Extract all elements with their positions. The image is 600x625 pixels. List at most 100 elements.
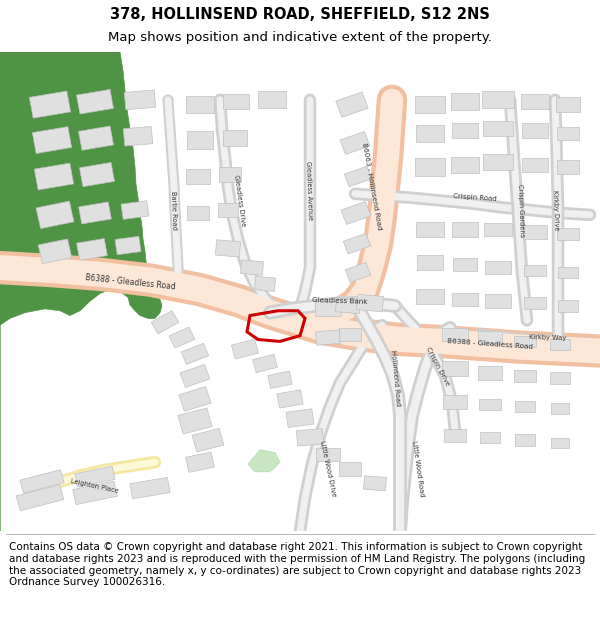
Text: Crispin Drive: Crispin Drive <box>425 346 451 387</box>
Bar <box>524 298 546 309</box>
Bar <box>451 158 479 172</box>
Bar <box>416 125 444 142</box>
Bar <box>550 372 570 384</box>
Bar <box>556 97 580 112</box>
Text: 378, HOLLINSEND ROAD, SHEFFIELD, S12 2NS: 378, HOLLINSEND ROAD, SHEFFIELD, S12 2NS <box>110 6 490 21</box>
Bar <box>115 236 141 255</box>
Bar <box>34 163 74 190</box>
Bar <box>339 328 361 341</box>
Bar <box>121 201 149 219</box>
Bar <box>36 201 74 229</box>
Bar <box>442 328 468 341</box>
Bar <box>514 336 536 347</box>
Bar <box>415 96 445 113</box>
Bar <box>254 276 275 291</box>
Text: Gleadless Bank: Gleadless Bank <box>312 297 368 305</box>
Polygon shape <box>248 450 280 472</box>
Text: Gleadless Drive: Gleadless Drive <box>233 174 247 227</box>
Text: B6388 - Gleadless Road: B6388 - Gleadless Road <box>85 272 176 291</box>
Bar <box>29 91 71 118</box>
Bar <box>356 294 383 312</box>
Bar <box>73 481 117 504</box>
Bar <box>215 240 241 257</box>
Bar <box>482 91 514 109</box>
Bar <box>232 339 259 359</box>
Text: Bartie Road: Bartie Road <box>170 191 178 229</box>
Bar <box>515 434 535 446</box>
Bar <box>480 431 500 443</box>
Bar <box>124 90 156 109</box>
Text: Kirkby Drive: Kirkby Drive <box>552 189 560 231</box>
Bar <box>241 260 263 275</box>
Text: Little Wood Road: Little Wood Road <box>411 441 425 498</box>
Bar <box>524 265 546 276</box>
Bar <box>277 390 303 408</box>
Bar <box>75 466 115 487</box>
Bar <box>253 354 277 372</box>
Bar <box>223 131 247 146</box>
Bar <box>187 206 209 219</box>
Bar <box>484 222 512 236</box>
Bar <box>479 399 501 411</box>
Bar <box>364 476 386 491</box>
Bar <box>558 300 578 312</box>
Bar <box>186 96 214 113</box>
Bar <box>169 327 195 348</box>
Text: Leighton Place: Leighton Place <box>70 478 119 494</box>
Bar <box>483 121 513 136</box>
Text: Little Wood Drive: Little Wood Drive <box>319 440 337 498</box>
Bar <box>315 301 341 316</box>
Bar <box>32 127 71 154</box>
Bar <box>551 402 569 414</box>
Bar <box>478 331 502 344</box>
Bar <box>515 401 535 412</box>
Bar <box>219 168 241 182</box>
Bar <box>343 233 371 254</box>
Bar <box>77 239 107 260</box>
Bar <box>522 123 548 138</box>
Bar <box>522 158 548 172</box>
Bar <box>79 126 113 150</box>
Bar <box>344 166 371 187</box>
Text: Map shows position and indicative extent of the property.: Map shows position and indicative extent… <box>108 31 492 44</box>
Bar <box>223 94 249 109</box>
Text: Crispin Gardens: Crispin Gardens <box>517 183 525 237</box>
Bar <box>335 298 361 314</box>
Bar <box>557 228 579 240</box>
Bar <box>123 126 153 146</box>
Bar <box>341 201 371 224</box>
Bar <box>451 93 479 111</box>
Bar <box>557 127 579 140</box>
Bar <box>130 478 170 499</box>
Bar <box>296 429 323 446</box>
Text: Contains OS data © Crown copyright and database right 2021. This information is : Contains OS data © Crown copyright and d… <box>9 542 585 588</box>
Text: Kirkby Way: Kirkby Way <box>529 334 566 341</box>
Text: Hollinsend Road: Hollinsend Road <box>389 349 400 406</box>
Text: Crispin Road: Crispin Road <box>453 193 497 202</box>
Bar <box>185 452 214 472</box>
Bar <box>20 470 64 493</box>
Bar <box>485 261 511 274</box>
Text: B6388 - Gleadless Road: B6388 - Gleadless Road <box>447 338 533 350</box>
Bar <box>485 294 511 308</box>
Bar <box>416 289 444 304</box>
Bar <box>187 131 213 149</box>
Bar <box>316 448 340 461</box>
Bar <box>151 311 179 334</box>
Bar <box>452 222 478 237</box>
Bar <box>339 462 361 476</box>
Bar <box>558 267 578 278</box>
Bar <box>316 330 341 345</box>
Bar <box>452 292 478 306</box>
Bar <box>268 371 292 389</box>
Bar <box>345 262 371 282</box>
Bar <box>442 361 468 376</box>
Bar <box>415 158 445 176</box>
Bar <box>416 222 444 237</box>
Bar <box>557 160 579 174</box>
Bar <box>551 438 569 448</box>
Bar <box>453 258 477 271</box>
Bar <box>523 226 547 239</box>
Bar <box>178 408 212 434</box>
Bar <box>340 131 370 154</box>
